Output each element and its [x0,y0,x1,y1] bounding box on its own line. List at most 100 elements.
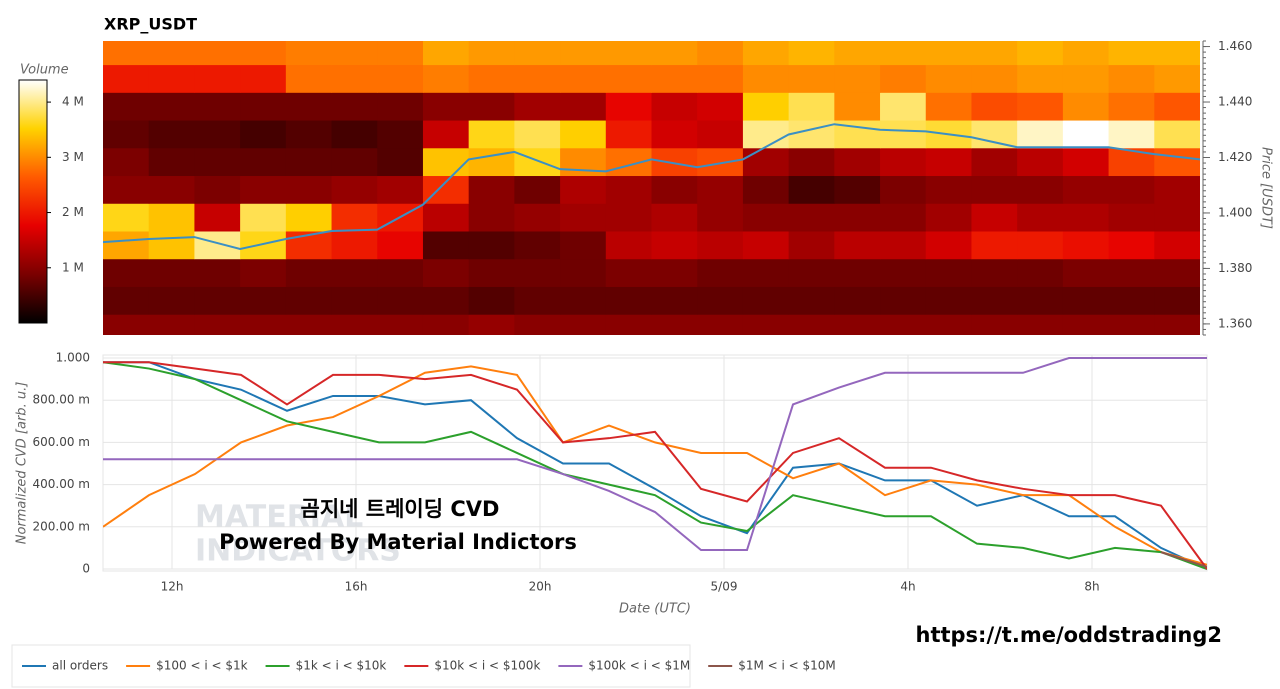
heatmap-cell [422,203,470,232]
heatmap-cell [1154,314,1200,335]
colorbar-tick-label: 2 M [62,205,84,219]
heatmap-cell [742,258,790,287]
heatmap-cell [468,175,515,204]
heatmap-cell [560,314,607,335]
heatmap-cell [834,230,881,260]
heatmap-cell [925,64,972,93]
heatmap-cell [605,314,652,335]
y-tick-label: 1.460 [1218,39,1252,53]
heatmap-cell [468,286,515,315]
heatmap-cell [1062,230,1110,260]
heatmap-cell [697,258,744,287]
heatmap-cell [514,258,561,287]
heatmap-cell [514,230,561,260]
heatmap-cell [468,120,515,149]
heatmap-cell [651,230,698,260]
heatmap-cell [240,314,287,335]
heatmap-cell [514,203,561,232]
legend-item[interactable]: $10k < i < $100k [404,659,540,673]
heatmap-cell [331,230,378,260]
heatmap-cell [1062,314,1110,335]
title: XRP_USDT [104,15,197,34]
x-tick-label: 8h [1084,580,1099,594]
heatmap-cell [148,203,195,232]
heatmap-cell [468,230,515,260]
heatmap-cell [880,203,927,232]
heatmap-cell [880,314,927,335]
heatmap-cell [560,203,607,232]
heatmap-cell [1108,314,1155,335]
heatmap-cell [422,258,470,287]
heatmap-cell [925,286,972,315]
heatmap-cell [514,286,561,315]
heatmap-cell [651,64,698,93]
heatmap-cell [1108,41,1155,66]
heatmap-cell [834,286,881,315]
heatmap-cell [1108,92,1155,121]
heatmap-cell [468,64,515,93]
colorbar-label: Volume [20,63,69,78]
heatmap-cell [742,286,790,315]
heatmap-cell [468,41,515,66]
heatmap-cell [285,258,333,287]
legend-item[interactable]: $1M < i < $10M [708,659,836,673]
heatmap-cell [285,314,333,335]
heatmap-cell [240,175,287,204]
colorbar-tick-label: 1 M [62,260,84,274]
heatmap-cell [377,92,424,121]
heatmap [103,41,1200,335]
heatmap-cell [468,314,515,335]
heatmap-cell [971,314,1018,335]
heatmap-cell [422,147,470,177]
colorbar-tick-label: 4 M [62,95,84,109]
legend-item[interactable]: $100 < i < $1k [126,659,248,673]
heatmap-cell [697,120,744,149]
heatmap-cell [331,41,378,66]
heatmap-cell [240,92,287,121]
heatmap-cell [377,64,424,93]
heatmap-cell [925,92,972,121]
heatmap-cell [880,258,927,287]
heatmap-cell [194,41,241,66]
legend-item[interactable]: $1k < i < $10k [265,659,387,673]
heatmap-cell [1154,230,1200,260]
heatmap-cell [834,92,881,121]
heatmap-cell [377,286,424,315]
lines [103,357,1207,570]
heatmap-cell [1062,258,1110,287]
heatmap-cell [1154,258,1200,287]
heatmap-cell [651,147,698,177]
heatmap-cell [1108,120,1155,149]
y-tick-label: 0 [82,562,90,576]
heatmap-cell [422,64,470,93]
heatmap-cell [742,203,790,232]
heatmap-cell [148,286,195,315]
y-tick-label: 1.440 [1218,95,1252,109]
cvd-line [103,361,1207,570]
heatmap-cell [1062,64,1110,93]
heatmap-cell [971,175,1018,204]
cvd-line [1160,551,1207,568]
heatmap-cell [1017,203,1064,232]
heatmap-cell [331,175,378,204]
heatmap-cell [514,175,561,204]
heatmap-cell [422,175,470,204]
colorbar-tick-label: 3 M [62,150,84,164]
heatmap-cell [788,258,835,287]
heatmap-cell [651,175,698,204]
legend-item[interactable]: $100k < i < $1M [558,659,690,673]
heatmap-cell [788,286,835,315]
heatmap-cell [1062,203,1110,232]
heatmap-cell [1062,120,1110,149]
x-tick-label: 4h [900,580,915,594]
heatmap-cell [1017,314,1064,335]
heatmap-cell [331,258,378,287]
heatmap-cell [834,314,881,335]
heatmap-cell [742,230,790,260]
legend-item[interactable]: all orders [22,659,108,673]
heatmap-cell [560,258,607,287]
y-tick-label: 1.420 [1218,150,1252,164]
heatmap-cell [971,64,1018,93]
heatmap-cell [240,41,287,66]
price-line [103,123,1200,251]
